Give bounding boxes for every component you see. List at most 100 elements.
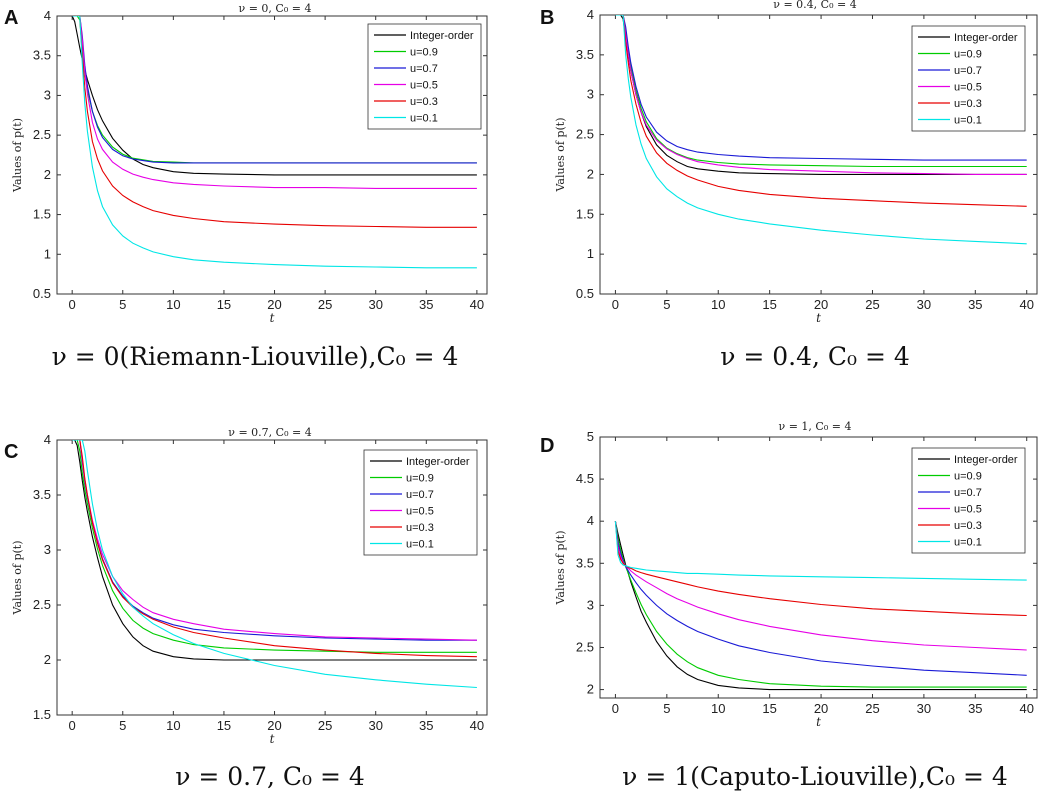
- x-tick-label: 25: [318, 718, 332, 733]
- x-tick-label: 35: [419, 718, 433, 733]
- y-axis-label: Values of p(t): [554, 118, 567, 193]
- legend-label: Integer-order: [410, 30, 474, 42]
- panel-caption: ν = 0.4, C₀ = 4: [720, 342, 910, 371]
- legend-label: u=0.7: [954, 65, 982, 77]
- y-tick-label: 4: [587, 513, 594, 528]
- series-line-integer-order: [614, 521, 1027, 691]
- y-axis-label: Values of p(t): [554, 531, 567, 606]
- x-tick-label: 35: [419, 297, 433, 312]
- chart-title: ν = 1, C₀ = 4: [779, 420, 852, 433]
- legend-label: u=0.5: [406, 506, 434, 518]
- y-tick-label: 2.5: [33, 597, 51, 612]
- legend-label: u=0.7: [954, 487, 982, 499]
- x-tick-label: 30: [368, 297, 382, 312]
- legend-label: Integer-order: [954, 32, 1018, 44]
- y-axis-label: Values of p(t): [11, 118, 24, 193]
- legend-label: u=0.5: [410, 80, 438, 92]
- x-tick-label: 25: [865, 701, 879, 716]
- series-group: [71, 16, 477, 269]
- series-line-u-0-1: [614, 521, 1027, 581]
- panel-letter: C: [4, 441, 18, 463]
- series-line-u-0-7: [615, 15, 1027, 161]
- y-tick-label: 1.5: [576, 206, 594, 221]
- y-tick-label: 5: [587, 429, 594, 444]
- series-line-u-0-3: [72, 440, 477, 658]
- y-tick-label: 3: [587, 87, 594, 102]
- series-line-u-0-1: [615, 15, 1027, 245]
- x-tick-label: 40: [1019, 701, 1033, 716]
- series-line-u-0-1: [72, 440, 477, 689]
- legend-label: u=0.5: [954, 82, 982, 94]
- panel-caption: ν = 0.7, C₀ = 4: [175, 762, 365, 791]
- x-tick-label: 5: [663, 701, 670, 716]
- legend-label: Integer-order: [406, 456, 470, 468]
- legend-label: u=0.9: [954, 471, 982, 483]
- legend-label: u=0.3: [954, 520, 982, 532]
- panel-d: Dν = 1, C₀ = 4 0 5 10 15 20 25 30 35 40 2 2.5 3 3.5 4 4…: [540, 420, 1038, 791]
- plot-frame: [599, 436, 1038, 699]
- x-tick-label: 15: [217, 297, 231, 312]
- y-tick-label: 2.5: [576, 127, 594, 142]
- x-tick-label: 10: [711, 701, 725, 716]
- x-axis-label: t: [270, 732, 275, 746]
- x-tick-label: 10: [711, 297, 725, 312]
- x-tick-label: 30: [368, 718, 382, 733]
- legend-label: u=0.3: [954, 98, 982, 110]
- x-tick-label: 0: [69, 297, 76, 312]
- x-axis-label: t: [270, 311, 275, 325]
- legend-box: [911, 447, 1026, 554]
- legend-label: u=0.3: [410, 96, 438, 108]
- chart-title: ν = 0.4, C₀ = 4: [773, 0, 856, 11]
- legend-label: u=0.1: [410, 113, 438, 125]
- chart-title: ν = 0.7, C₀ = 4: [228, 426, 311, 439]
- legend-label: u=0.9: [410, 47, 438, 59]
- x-tick-label: 30: [917, 701, 931, 716]
- y-tick-label: 1: [44, 246, 51, 261]
- x-tick-label: 20: [814, 297, 828, 312]
- x-tick-label: 0: [612, 297, 619, 312]
- panel-letter: D: [540, 435, 554, 457]
- x-tick-label: 35: [968, 701, 982, 716]
- legend-label: u=0.3: [406, 522, 434, 534]
- x-tick-label: 20: [267, 718, 281, 733]
- x-tick-label: 15: [217, 718, 231, 733]
- y-tick-label: 3: [44, 542, 51, 557]
- y-tick-label: 2.5: [33, 127, 51, 142]
- legend-box: [363, 449, 478, 556]
- x-tick-label: 5: [663, 297, 670, 312]
- x-tick-label: 10: [166, 718, 180, 733]
- x-tick-label: 10: [166, 297, 180, 312]
- x-tick-label: 40: [470, 718, 484, 733]
- series-line-u-0-1: [72, 16, 477, 269]
- y-tick-label: 4.5: [576, 471, 594, 486]
- x-tick-label: 20: [267, 297, 281, 312]
- y-tick-label: 3.5: [33, 487, 51, 502]
- x-tick-label: 25: [318, 297, 332, 312]
- x-tick-label: 20: [814, 701, 828, 716]
- y-tick-label: 3: [587, 597, 594, 612]
- x-tick-label: 15: [762, 297, 776, 312]
- x-tick-label: 15: [762, 701, 776, 716]
- legend-label: u=0.7: [410, 63, 438, 75]
- series-group: [614, 521, 1027, 691]
- legend-label: u=0.1: [954, 537, 982, 549]
- series-line-integer-order: [72, 440, 477, 661]
- legend-label: u=0.5: [954, 504, 982, 516]
- legend-label: u=0.7: [406, 489, 434, 501]
- series-line-u-0-9: [72, 440, 477, 653]
- legend-label: u=0.9: [406, 473, 434, 485]
- y-axis-label: Values of p(t): [11, 541, 24, 616]
- x-tick-label: 0: [612, 701, 619, 716]
- x-axis-label: t: [816, 715, 821, 729]
- legend-label: u=0.9: [954, 49, 982, 61]
- y-tick-label: 2.5: [576, 639, 594, 654]
- y-tick-label: 2: [44, 652, 51, 667]
- x-tick-label: 40: [1019, 297, 1033, 312]
- y-tick-label: 4: [587, 7, 594, 22]
- y-tick-label: 0.5: [33, 286, 51, 301]
- panel-letter: A: [4, 7, 18, 29]
- x-tick-label: 5: [119, 297, 126, 312]
- y-tick-label: 0.5: [576, 286, 594, 301]
